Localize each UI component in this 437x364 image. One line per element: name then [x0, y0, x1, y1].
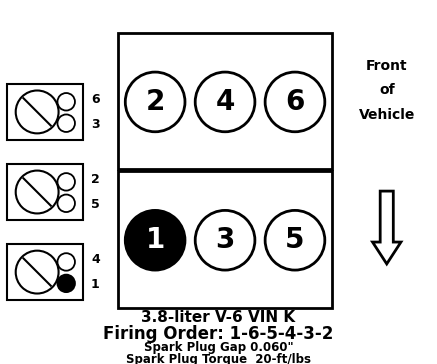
Bar: [7, 244, 83, 300]
Circle shape: [265, 72, 325, 132]
Text: 5: 5: [91, 198, 100, 211]
Text: 2: 2: [91, 173, 100, 186]
Bar: [118, 171, 332, 308]
Bar: [118, 33, 332, 169]
Text: Spark Plug Gap 0.060": Spark Plug Gap 0.060": [144, 341, 293, 355]
Circle shape: [57, 253, 75, 271]
Circle shape: [125, 210, 185, 270]
Circle shape: [16, 91, 59, 133]
Circle shape: [57, 173, 75, 191]
Circle shape: [265, 210, 325, 270]
Text: 1: 1: [146, 226, 165, 254]
Text: Vehicle: Vehicle: [358, 108, 415, 122]
Text: 4: 4: [215, 88, 235, 116]
Circle shape: [57, 93, 75, 111]
Text: 2: 2: [146, 88, 165, 116]
Bar: [7, 164, 83, 220]
Text: 6: 6: [285, 88, 305, 116]
Circle shape: [125, 72, 185, 132]
Polygon shape: [372, 191, 401, 264]
Text: 6: 6: [91, 93, 100, 106]
Text: 3: 3: [91, 118, 100, 131]
Text: of: of: [379, 83, 395, 97]
Circle shape: [195, 210, 255, 270]
Text: Spark Plug Torque  20-ft/lbs: Spark Plug Torque 20-ft/lbs: [126, 353, 311, 364]
Text: Front: Front: [366, 59, 408, 72]
Text: 5: 5: [285, 226, 305, 254]
Circle shape: [57, 274, 75, 292]
Text: 3: 3: [215, 226, 235, 254]
Circle shape: [57, 194, 75, 212]
Text: 3.8-liter V-6 VIN K: 3.8-liter V-6 VIN K: [142, 310, 295, 325]
Circle shape: [16, 171, 59, 213]
Text: 1: 1: [91, 278, 100, 291]
Circle shape: [57, 114, 75, 132]
Text: 4: 4: [91, 253, 100, 266]
Bar: [7, 84, 83, 140]
Text: Firing Order: 1-6-5-4-3-2: Firing Order: 1-6-5-4-3-2: [103, 325, 334, 343]
Circle shape: [195, 72, 255, 132]
Circle shape: [16, 251, 59, 293]
